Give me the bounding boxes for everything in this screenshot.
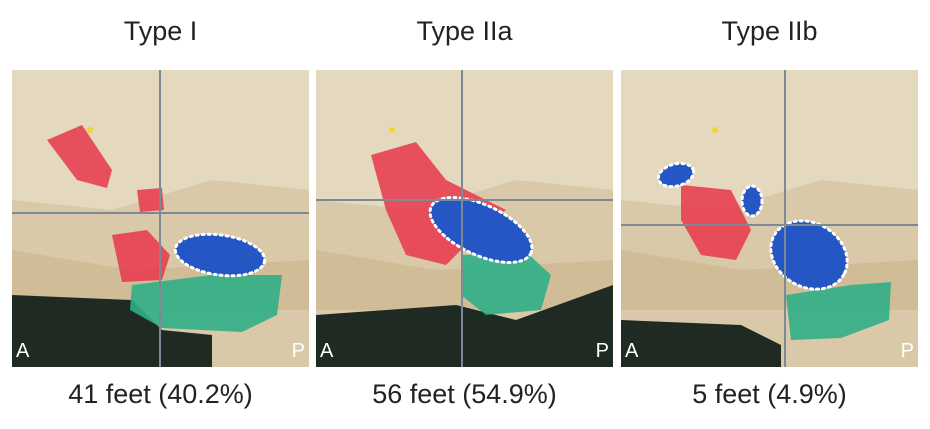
blue-region [740, 184, 764, 218]
tissue-light [621, 70, 918, 210]
blue-region [656, 161, 696, 189]
red-region [137, 188, 164, 212]
panel-title: Type I [124, 16, 198, 46]
blue-region [173, 232, 267, 278]
yellow-mark [87, 127, 93, 133]
yellow-mark [389, 127, 395, 133]
photo [621, 70, 918, 367]
photo [316, 70, 613, 367]
yellow-mark [712, 127, 718, 133]
anterior-label: A [625, 340, 639, 362]
green-region [461, 252, 551, 315]
panel-title: Type IIb [721, 16, 817, 46]
green-region [786, 282, 891, 340]
anterior-label: A [16, 340, 30, 362]
panel-title: Type IIa [416, 16, 513, 46]
anterior-label: A [320, 340, 334, 362]
panel-caption: 56 feet (54.9%) [372, 379, 557, 409]
posterior-label: P [596, 340, 609, 362]
green-region [130, 275, 282, 332]
dark-background [621, 320, 781, 367]
posterior-label: P [901, 340, 914, 362]
panel-caption: 41 feet (40.2%) [68, 379, 253, 409]
red-region [47, 125, 112, 188]
dark-background [316, 285, 613, 367]
photo [12, 70, 309, 367]
blue-region [769, 219, 849, 291]
panel-caption: 5 feet (4.9%) [692, 379, 847, 409]
posterior-label: P [292, 340, 305, 362]
dark-background [12, 295, 212, 367]
red-region [112, 230, 170, 282]
red-region [681, 185, 751, 260]
blue-region [428, 196, 534, 264]
